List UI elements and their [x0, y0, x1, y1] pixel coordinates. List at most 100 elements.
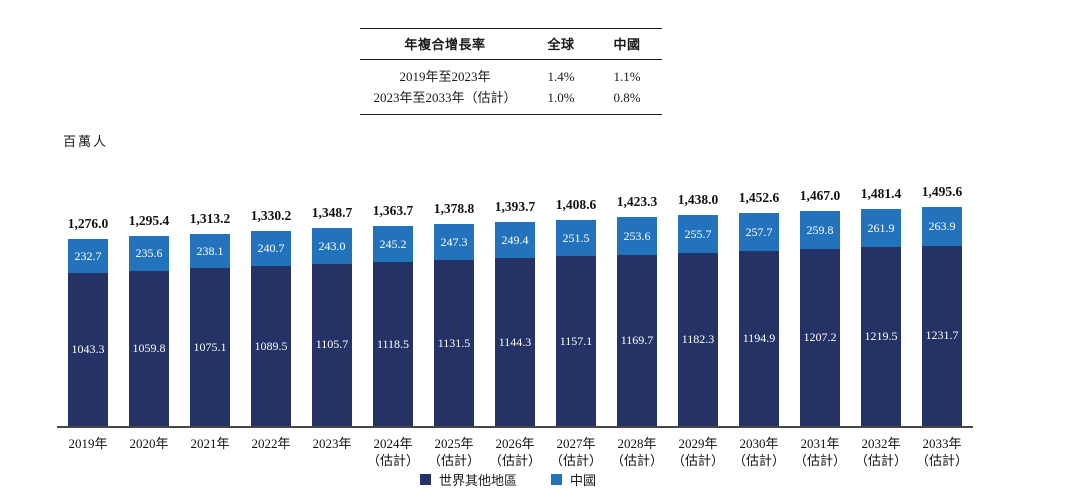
bar-value-world: 1131.5 [437, 335, 471, 350]
x-axis-label: 2021年 [190, 436, 230, 451]
bar-total-label: 1,495.6 [921, 183, 963, 199]
x-axis-label: 2020年 [129, 436, 169, 451]
bar-segment-world: 1219.5 [861, 247, 901, 426]
bar-value-world: 1231.7 [925, 328, 959, 343]
cagr-table-header-row: 年複合增長率 全球 中國 [360, 28, 662, 60]
x-axis-label: 2025年 （估計） [427, 436, 480, 468]
bar-value-china: 245.2 [379, 236, 407, 251]
bar-segment-world: 1144.3 [495, 258, 535, 426]
cagr-global-value: 1.0% [547, 90, 575, 105]
x-axis-label: 2029年 （估計） [671, 436, 724, 468]
bar-segment-world: 1075.1 [190, 268, 230, 426]
bar-segment-china: 249.4 [495, 221, 535, 259]
bar-segment-world: 1131.5 [434, 260, 474, 426]
bar-total-label: 1,330.2 [250, 208, 292, 224]
bar-value-china: 243.0 [318, 238, 346, 253]
bar-value-world: 1089.5 [254, 338, 288, 353]
bar-segment-world: 1169.7 [617, 254, 657, 426]
cagr-header-global: 全球 [530, 28, 592, 60]
bar-value-china: 261.9 [867, 220, 895, 235]
bar-total-label: 1,393.7 [494, 198, 536, 214]
x-axis-label: 2033年 （估計） [915, 436, 968, 468]
bar-segment-world: 1157.1 [556, 256, 596, 426]
x-axis-label: 2026年 （估計） [488, 436, 541, 468]
bar-total-label: 1,408.6 [555, 196, 597, 212]
x-axis-label: 2032年 （估計） [854, 436, 907, 468]
cagr-row-label: 2023年至2033年（估計） [373, 90, 517, 105]
legend-label-world: 世界其他地區 [438, 473, 517, 488]
x-axis-label: 2024年 （估計） [366, 436, 419, 468]
bar-segment-china: 263.9 [922, 206, 962, 246]
bar-segment-world: 1118.5 [373, 262, 413, 426]
bar-total-label: 1,423.3 [616, 194, 658, 210]
bar-value-china: 247.3 [440, 234, 468, 249]
bar-segment-china: 253.6 [617, 217, 657, 255]
legend-item-china: 中國 [551, 470, 596, 489]
bar-segment-world: 1194.9 [739, 250, 779, 426]
x-axis-line [57, 426, 973, 428]
bar-segment-world: 1043.3 [68, 273, 108, 426]
bar-value-china: 238.1 [196, 243, 224, 258]
x-axis-label: 2027年 （估計） [549, 436, 602, 468]
bar-segment-china: 245.2 [373, 226, 413, 263]
x-axis-label: 2023年 [312, 436, 352, 451]
chart-legend: 世界其他地區 中國 [0, 470, 1016, 489]
bar-segment-china: 259.8 [800, 211, 840, 250]
bar-segment-china: 232.7 [68, 239, 108, 274]
bar-segment-china: 247.3 [434, 224, 474, 261]
bar-total-label: 1,438.0 [677, 192, 719, 208]
bar-segment-china: 261.9 [861, 208, 901, 248]
world-series-swatch-icon [419, 474, 431, 485]
cagr-header-china: 中國 [592, 28, 662, 60]
bar-value-china: 253.6 [623, 228, 651, 243]
bar-value-world: 1169.7 [620, 332, 654, 347]
bar-total-label: 1,363.7 [372, 203, 414, 219]
x-axis-label: 2028年 （估計） [610, 436, 663, 468]
bar-segment-world: 1231.7 [922, 245, 962, 426]
bar-segment-world: 1207.2 [800, 249, 840, 426]
y-axis-unit-label: 百萬人 [63, 134, 109, 149]
bar-value-world: 1219.5 [864, 329, 898, 344]
bar-segment-china: 251.5 [556, 219, 596, 257]
bar-total-label: 1,452.6 [738, 190, 780, 206]
cagr-row-2019-2023: 2019年至2023年 1.4% 1.1% [360, 60, 662, 88]
bar-value-world: 1118.5 [376, 336, 410, 351]
china-series-swatch-icon [551, 474, 562, 485]
x-axis-label: 2022年 [251, 436, 291, 451]
bar-value-china: 232.7 [74, 248, 102, 263]
bar-value-china: 263.9 [928, 218, 956, 233]
bar-segment-china: 235.6 [129, 236, 169, 271]
bar-segment-world: 1089.5 [251, 266, 291, 426]
cagr-row-2023-2033: 2023年至2033年（估計） 1.0% 0.8% [360, 87, 662, 115]
bar-total-label: 1,481.4 [860, 185, 902, 201]
bar-segment-china: 238.1 [190, 233, 230, 269]
bar-segment-world: 1182.3 [678, 252, 718, 426]
bar-total-label: 1,348.7 [311, 205, 353, 221]
legend-item-world: 世界其他地區 [419, 470, 517, 489]
bar-total-label: 1,467.0 [799, 188, 841, 204]
x-axis-label: 2019年 [68, 436, 108, 451]
bar-value-world: 1182.3 [681, 331, 715, 346]
bar-total-label: 1,378.8 [433, 201, 475, 216]
bar-value-world: 1059.8 [132, 340, 166, 355]
legend-label-china: 中國 [570, 473, 597, 488]
bar-segment-world: 1105.7 [312, 264, 352, 426]
bar-segment-china: 243.0 [312, 228, 352, 264]
cagr-china-value: 0.8% [613, 90, 641, 105]
bar-value-world: 1194.9 [742, 330, 776, 345]
bar-segment-china: 255.7 [678, 215, 718, 253]
bar-value-world: 1075.1 [193, 339, 227, 354]
bar-total-label: 1,276.0 [67, 216, 109, 232]
cagr-row-label: 2019年至2023年 [399, 69, 491, 84]
bar-total-label: 1,295.4 [128, 213, 170, 229]
bar-value-china: 255.7 [684, 226, 712, 241]
bar-segment-china: 257.7 [739, 213, 779, 251]
cagr-global-value: 1.4% [547, 69, 575, 84]
bar-value-china: 249.4 [501, 232, 529, 247]
bar-value-china: 235.6 [135, 245, 163, 260]
bar-value-world: 1144.3 [498, 334, 532, 349]
bar-value-china: 257.7 [745, 224, 773, 239]
bar-value-world: 1157.1 [559, 333, 593, 348]
